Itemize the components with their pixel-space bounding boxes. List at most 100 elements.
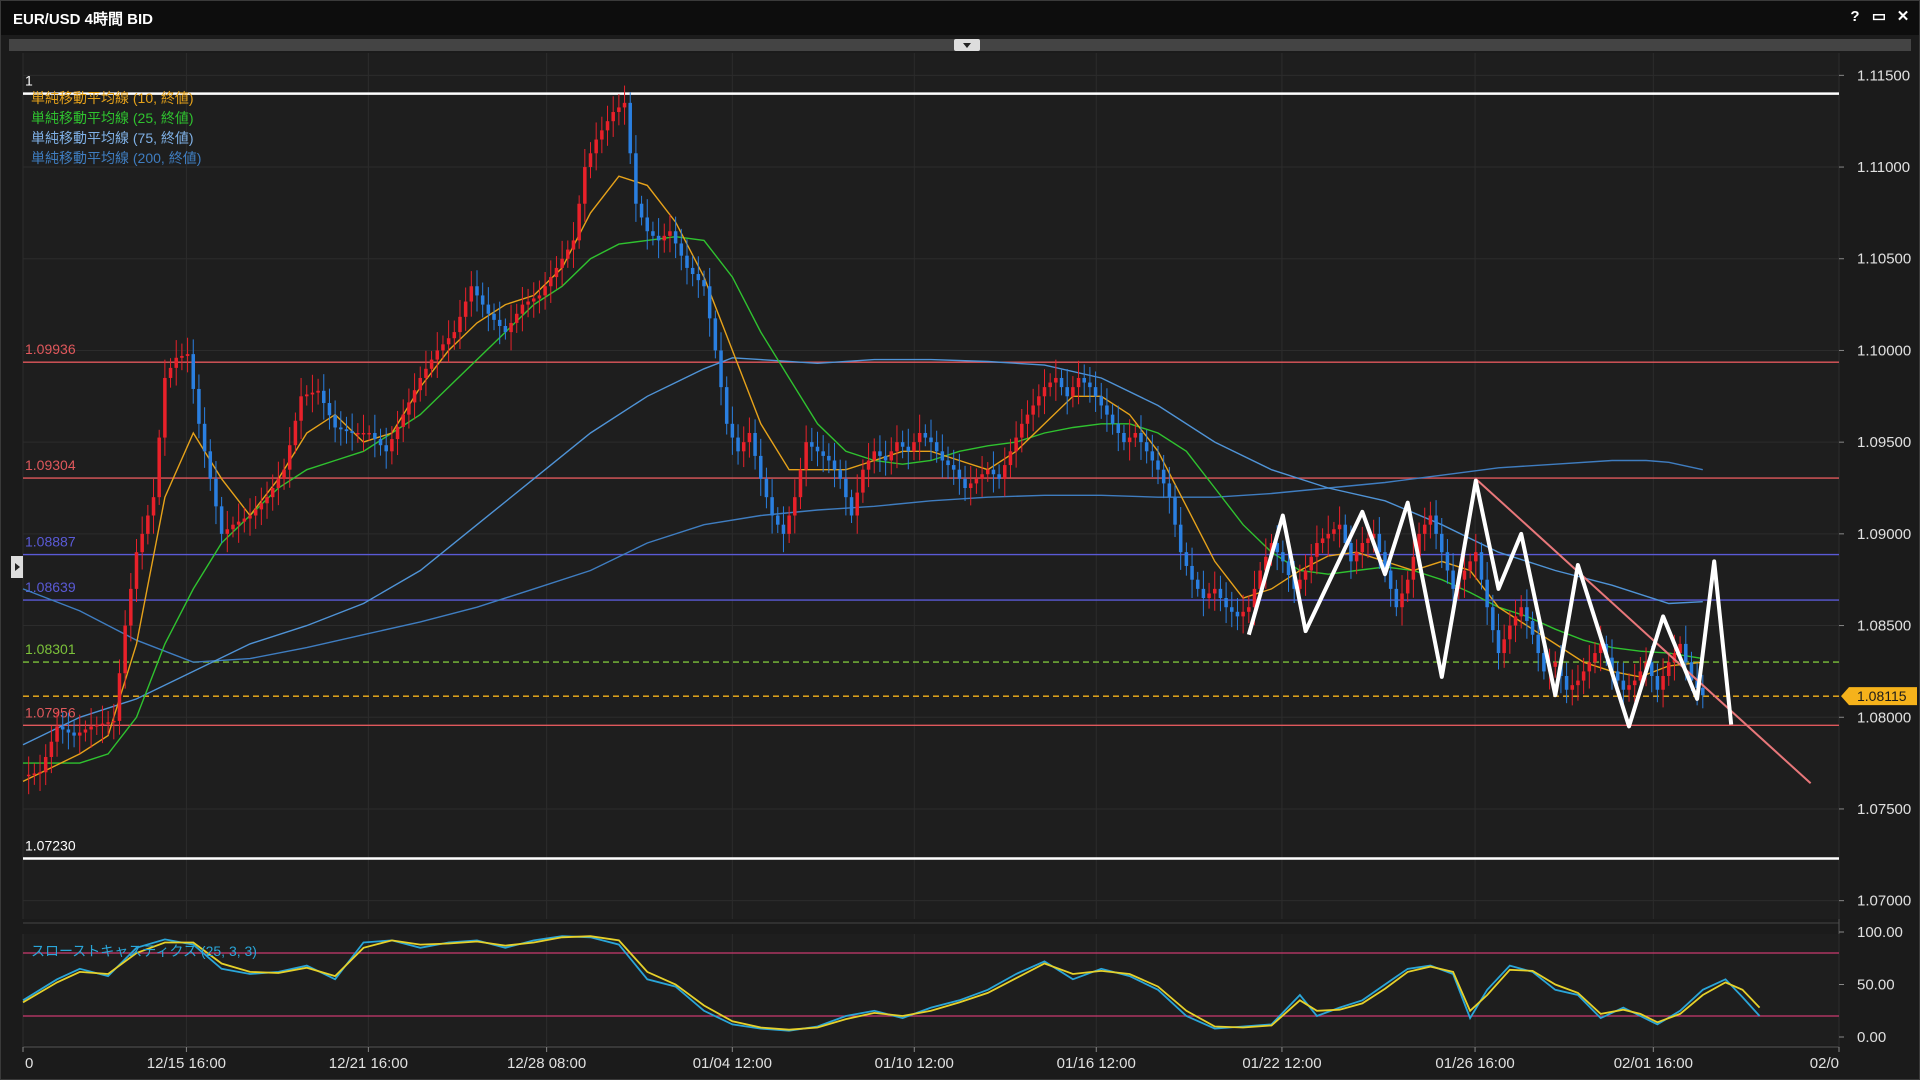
candle-bear <box>1167 483 1172 498</box>
current-price-marker <box>1841 687 1917 706</box>
candle-bull <box>1315 543 1319 557</box>
candle-bull <box>662 235 667 241</box>
candle-bull <box>588 153 593 168</box>
x-tick-label: 01/16 12:00 <box>1057 1055 1136 1072</box>
candle-bull <box>140 533 144 553</box>
trendline[interactable] <box>1475 478 1812 785</box>
candle-bear <box>838 469 842 479</box>
candle-bear <box>202 423 207 452</box>
candle-bull <box>1627 685 1631 690</box>
candle-bear <box>1394 588 1399 608</box>
candle-bull <box>95 725 99 727</box>
candle-bull <box>146 515 150 534</box>
candle-bear <box>1116 423 1121 433</box>
y-tick-label: 1.07000 <box>1857 893 1911 910</box>
candle-bull <box>1207 593 1211 599</box>
candle-bull <box>367 432 371 435</box>
candle-bear <box>1173 497 1177 525</box>
candle-bear <box>1439 533 1444 553</box>
candle-bear <box>1491 607 1495 631</box>
candle-bull <box>509 322 513 333</box>
candle-bull <box>1405 579 1410 594</box>
candle-bull <box>741 442 746 452</box>
candle-bull <box>1326 533 1331 539</box>
candle-bear <box>1383 552 1387 571</box>
stochastic-y-tick-label: 100.00 <box>1857 924 1903 941</box>
candle-bear <box>690 267 695 275</box>
candle-bear <box>645 217 650 232</box>
horizontal-line-label: 1.09936 <box>25 341 76 357</box>
candle-bull <box>231 524 235 530</box>
y-tick-label: 1.10500 <box>1857 251 1911 268</box>
candle-bear <box>1088 382 1092 388</box>
candle-bull <box>1502 639 1506 654</box>
candle-bear <box>1139 432 1143 443</box>
x-tick-label: 01/10 12:00 <box>875 1055 954 1072</box>
candle-bear <box>1610 657 1614 672</box>
close-button[interactable]: ✕ <box>1896 8 1910 25</box>
candle-bear <box>940 451 945 461</box>
candle-bear <box>634 153 638 204</box>
candle-bull <box>1632 680 1637 686</box>
candle-bear <box>197 388 201 424</box>
candle-bull <box>157 437 161 498</box>
candle-bear <box>327 403 332 416</box>
candle-bear <box>344 429 349 432</box>
candle-bear <box>900 442 905 447</box>
candle-bull <box>1076 377 1081 388</box>
candle-bull <box>793 497 797 516</box>
candle-bull <box>1661 675 1665 690</box>
candle-bear <box>1530 620 1535 635</box>
collapse-toggle-button[interactable] <box>954 39 980 51</box>
candle-bull <box>872 451 877 461</box>
candle-bear <box>679 243 684 256</box>
candle-bull <box>463 301 468 317</box>
horizontal-line-label: 1.09304 <box>25 457 76 473</box>
side-panel-handle[interactable] <box>11 556 23 578</box>
candle-bull <box>390 439 394 452</box>
candle-bear <box>1615 671 1620 681</box>
candle-bull <box>1513 616 1518 626</box>
candle-bull <box>1048 382 1052 388</box>
candle-bear <box>1195 579 1200 589</box>
x-tick-label: 12/15 16:00 <box>147 1055 226 1072</box>
candle-bull <box>1638 671 1643 681</box>
candle-bull <box>1025 414 1030 424</box>
candle-bull <box>1133 432 1138 438</box>
candle-bear <box>849 497 854 516</box>
candle-bear <box>844 478 848 498</box>
candle-bull <box>253 509 258 516</box>
candle-bull <box>43 756 48 773</box>
candle-bull <box>1127 437 1132 443</box>
stochastic-d-line <box>22 935 1761 1031</box>
candle-bull <box>395 426 400 440</box>
candle-bear <box>1275 543 1279 553</box>
candle-bear <box>929 437 933 443</box>
candle-bear <box>673 231 678 244</box>
candle-bull <box>1031 405 1035 415</box>
help-button[interactable]: ? <box>1850 8 1860 25</box>
candle-bull <box>1570 685 1575 690</box>
candle-bear <box>1190 565 1194 580</box>
candle-bear <box>373 432 377 440</box>
candle-bull <box>1366 538 1370 544</box>
candle-bull <box>611 112 615 122</box>
candle-bull <box>225 529 230 534</box>
candle-bull <box>134 552 139 589</box>
zigzag-line[interactable] <box>1246 478 1734 729</box>
candle-bear <box>1105 405 1109 415</box>
candle-bear <box>1156 460 1160 470</box>
sma75-line <box>22 357 1703 746</box>
maximize-button[interactable]: ▭ <box>1871 8 1887 25</box>
candle-bull <box>1252 588 1257 608</box>
candle-bear <box>639 203 644 218</box>
candle-bear <box>1224 598 1228 608</box>
current-price-label: 1.08115 <box>1857 688 1907 704</box>
candle-bull <box>668 231 672 236</box>
candle-bear <box>333 415 337 428</box>
candle-bull <box>1598 643 1603 654</box>
candle-bull <box>1247 607 1251 612</box>
candle-bear <box>1184 552 1189 566</box>
candle-bull <box>912 442 916 452</box>
